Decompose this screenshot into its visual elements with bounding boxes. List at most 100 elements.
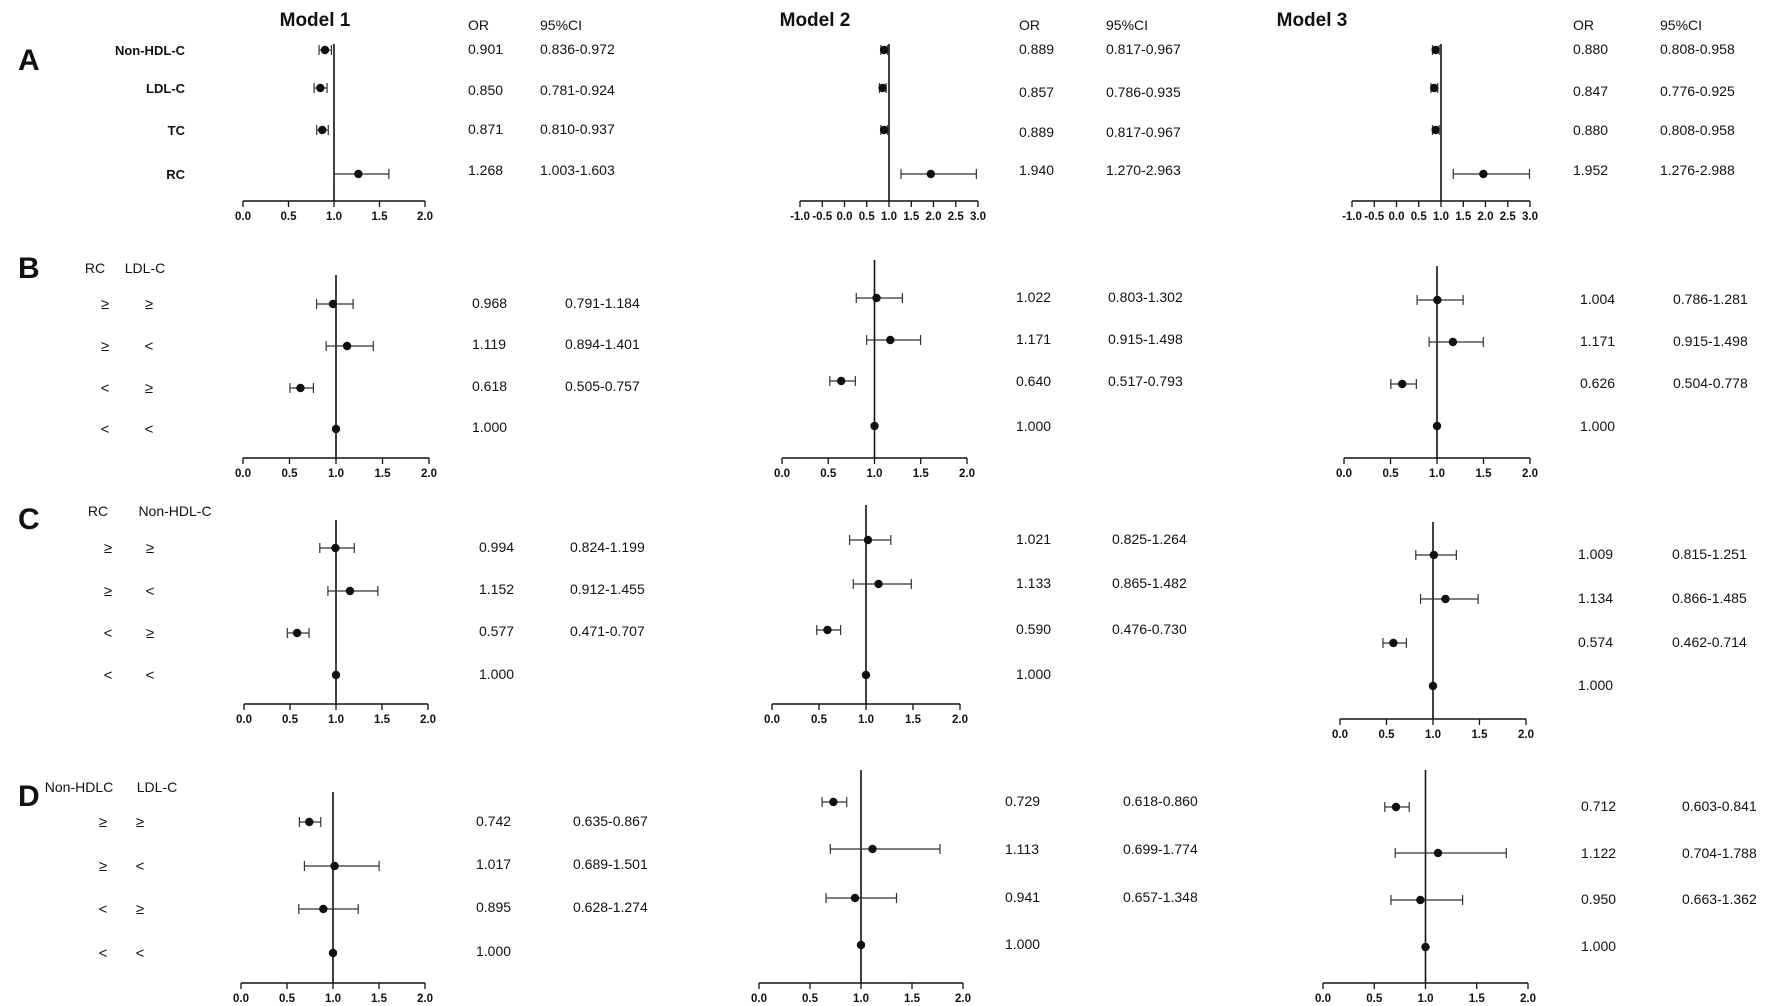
x-tick-label: 0.5 [1366, 993, 1383, 1005]
ci-value: 0.915-1.498 [1108, 331, 1183, 347]
or-value: 1.000 [1005, 936, 1040, 952]
x-tick-label: 0.0 [1336, 468, 1352, 480]
x-tick-label: 3.0 [970, 211, 986, 223]
x-tick-label: 2.0 [1478, 211, 1494, 223]
or-value: 1.000 [476, 943, 511, 959]
or-value: 0.847 [1573, 83, 1608, 99]
or-value: 0.901 [468, 41, 503, 57]
x-tick-label: 0.5 [1383, 468, 1400, 480]
or-value: 1.000 [1016, 418, 1051, 434]
point-estimate [345, 586, 355, 596]
x-tick-label: 1.5 [372, 211, 389, 223]
or-value: 0.577 [479, 623, 514, 639]
x-tick-label: 1.0 [858, 714, 874, 726]
x-tick-label: 0.5 [279, 993, 296, 1005]
point-estimate [868, 844, 877, 854]
x-tick-label: 2.0 [926, 211, 942, 223]
ci-header: 95%CI [540, 17, 582, 33]
x-tick-label: 1.0 [326, 211, 342, 223]
column-title: Model 2 [780, 10, 851, 31]
x-tick-label: 0.0 [233, 993, 249, 1005]
or-value: 1.952 [1573, 162, 1608, 178]
or-value: 1.119 [472, 336, 506, 352]
or-value: 0.889 [1019, 124, 1054, 140]
x-tick-label: 0.0 [751, 993, 767, 1005]
x-tick-label: 0.5 [859, 211, 876, 223]
ci-value: 0.825-1.264 [1112, 531, 1187, 547]
point-estimate [1428, 681, 1438, 691]
or-value: 0.895 [476, 899, 511, 915]
or-value: 0.850 [468, 82, 503, 98]
x-tick-label: 1.5 [375, 468, 392, 480]
ci-value: 0.504-0.778 [1673, 375, 1748, 391]
or-value: 0.729 [1005, 793, 1040, 809]
ci-value: 0.894-1.401 [565, 336, 640, 352]
x-tick-label: -1.0 [1342, 211, 1362, 223]
or-value: 0.857 [1019, 84, 1054, 100]
point-estimate [328, 299, 338, 309]
x-tick-label: 1.0 [867, 468, 883, 480]
or-value: 1.122 [1581, 845, 1616, 861]
point-estimate [316, 83, 325, 93]
ci-value: 0.704-1.788 [1682, 845, 1757, 861]
x-tick-label: 1.0 [328, 468, 344, 480]
x-tick-label: 2.0 [420, 714, 436, 726]
x-tick-label: 0.0 [235, 211, 251, 223]
point-estimate [863, 535, 873, 545]
x-tick-label: 0.0 [235, 468, 251, 480]
ci-value: 0.836-0.972 [540, 41, 615, 57]
row-label: ≥ [104, 540, 112, 557]
x-tick-label: 2.5 [1500, 211, 1517, 223]
point-estimate [856, 940, 866, 950]
point-estimate [861, 670, 871, 680]
row-label: < [104, 625, 113, 642]
or-value: 1.000 [479, 666, 514, 682]
x-tick-label: 2.0 [417, 211, 433, 223]
x-tick-label: 0.0 [1389, 211, 1405, 223]
ci-value: 0.517-0.793 [1108, 373, 1183, 389]
ci-value: 0.628-1.274 [573, 899, 648, 915]
row-label: ≥ [104, 583, 112, 600]
x-tick-label: 2.0 [421, 468, 437, 480]
or-value: 0.574 [1578, 634, 1613, 650]
ci-value: 0.476-0.730 [1112, 621, 1187, 637]
or-value: 1.152 [479, 581, 514, 597]
point-estimate [342, 341, 352, 351]
x-tick-label: 0.0 [774, 468, 790, 480]
or-value: 0.941 [1005, 889, 1040, 905]
x-tick-label: 1.0 [881, 211, 897, 223]
ci-value: 0.915-1.498 [1673, 333, 1748, 349]
point-estimate [1431, 125, 1440, 135]
ci-value: 0.689-1.501 [573, 856, 648, 872]
x-tick-label: 2.0 [1518, 729, 1534, 741]
or-value: 0.950 [1581, 891, 1616, 907]
row-label: ≥ [101, 296, 109, 313]
panel-letter: C [18, 503, 40, 536]
ci-value: 0.699-1.774 [1123, 841, 1198, 857]
point-estimate [874, 579, 883, 589]
x-tick-label: 0.5 [802, 993, 819, 1005]
x-tick-label: 0.5 [1379, 729, 1396, 741]
point-estimate [1398, 379, 1407, 389]
row-label: < [99, 945, 108, 962]
point-estimate [331, 543, 340, 553]
point-estimate [1421, 942, 1430, 952]
x-tick-label: 1.0 [325, 993, 341, 1005]
ci-value: 0.865-1.482 [1112, 575, 1187, 591]
ci-value: 0.815-1.251 [1672, 546, 1747, 562]
point-estimate [320, 45, 330, 55]
or-value: 1.000 [1580, 418, 1615, 434]
panel-letter: B [18, 252, 40, 285]
x-tick-label: -0.5 [1364, 211, 1384, 223]
point-estimate [926, 169, 936, 179]
point-estimate [870, 421, 879, 431]
ci-value: 0.817-0.967 [1106, 124, 1181, 140]
x-tick-label: 0.5 [282, 714, 299, 726]
panel-letter: D [18, 780, 40, 813]
x-tick-label: 1.5 [904, 993, 921, 1005]
column-title: Model 1 [280, 10, 351, 31]
point-estimate [354, 169, 363, 179]
group-header: RC [88, 503, 108, 519]
x-tick-label: 3.0 [1522, 211, 1538, 223]
x-tick-label: 1.0 [1429, 468, 1445, 480]
